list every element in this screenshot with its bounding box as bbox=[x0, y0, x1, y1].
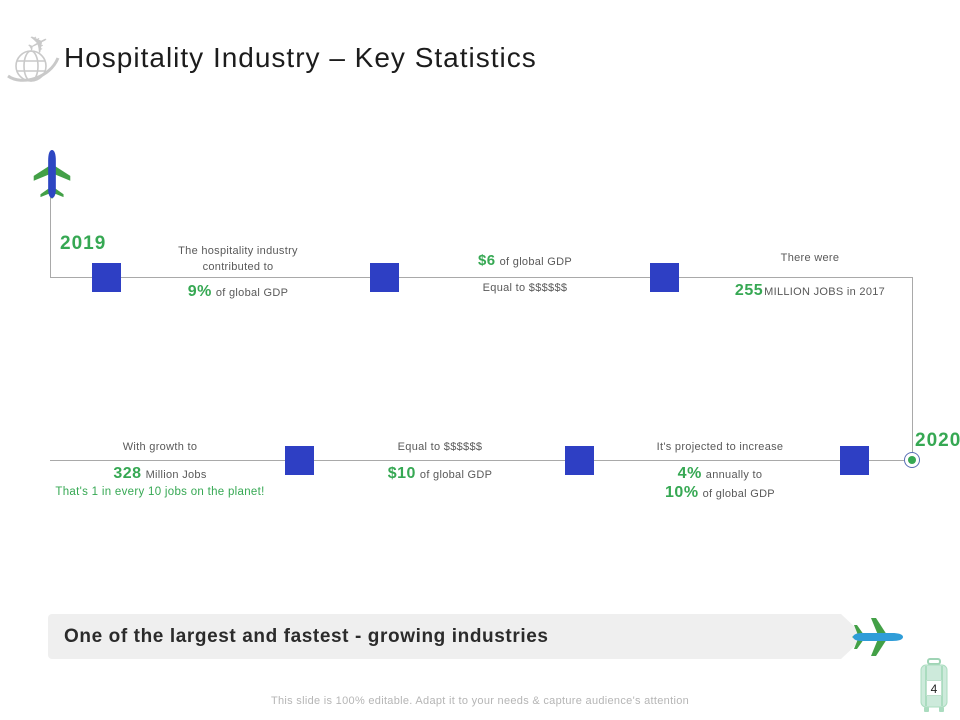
stat-3-suffix: MILLION JOBS in 2017 bbox=[764, 286, 886, 298]
stat-5-value-line: $10 of global GDP bbox=[360, 465, 520, 483]
stat-1-value-line: 9% of global GDP bbox=[148, 283, 328, 301]
airplane-right-icon bbox=[852, 618, 903, 656]
stat-3-label: There were bbox=[780, 252, 840, 264]
timeline-node-square bbox=[650, 263, 679, 292]
page-title: Hospitality Industry – Key Statistics bbox=[64, 42, 537, 73]
stat-5-label: Equal to $$$$$$ bbox=[397, 441, 483, 453]
stat-3-value: 255 bbox=[734, 282, 764, 299]
stat-1-suffix: of global GDP bbox=[215, 287, 289, 299]
year-label-2019: 2019 bbox=[60, 233, 107, 254]
timeline-end-marker bbox=[904, 452, 920, 468]
stat-6-suffix: annually to bbox=[705, 469, 763, 481]
banner-text: One of the largest and fastest - growing… bbox=[64, 625, 549, 647]
timeline-line-start bbox=[50, 197, 51, 277]
stat-2-label: Equal to $$$$$$ bbox=[482, 282, 568, 294]
stat-3-value-line: 255MILLION JOBS in 2017 bbox=[715, 282, 905, 300]
timeline-line-row1 bbox=[50, 277, 912, 278]
stat-6-value-line-2: 10% of global GDP bbox=[630, 484, 810, 502]
timeline-node-square bbox=[840, 446, 869, 475]
timeline-line-row2 bbox=[50, 460, 904, 461]
stat-6-value2: 10% bbox=[665, 484, 699, 501]
stat-1-label: The hospitality industry contributed to bbox=[178, 245, 298, 273]
timeline-node-square bbox=[370, 263, 399, 292]
stat-4-label: With growth to bbox=[122, 441, 198, 453]
stat-4-value-line: 328 Million Jobs bbox=[60, 465, 260, 483]
stat-1-value: 9% bbox=[187, 283, 212, 300]
timeline-node-square bbox=[92, 263, 121, 292]
stat-5-value: $10 bbox=[387, 465, 416, 482]
stat-6-value-line-1: 4% annually to bbox=[630, 465, 810, 483]
suitcase-icon: 4 bbox=[916, 657, 952, 715]
globe-plane-logo-icon: ✈ bbox=[7, 30, 60, 82]
svg-text:✈: ✈ bbox=[21, 30, 54, 62]
airplane-up-icon bbox=[33, 149, 71, 199]
stat-2-suffix: of global GDP bbox=[499, 256, 573, 268]
stat-6-suffix2: of global GDP bbox=[702, 488, 775, 500]
stat-5-suffix: of global GDP bbox=[419, 469, 493, 481]
stat-6-label: It's projected to increase bbox=[656, 441, 784, 453]
timeline-node-square bbox=[565, 446, 594, 475]
header: ✈ Hospitality Industry – Key Statistics bbox=[6, 30, 537, 86]
bottom-banner: One of the largest and fastest - growing… bbox=[48, 614, 865, 659]
footer-note: This slide is 100% editable. Adapt it to… bbox=[270, 695, 690, 707]
stat-6-value: 4% bbox=[677, 465, 702, 482]
year-label-2020: 2020 bbox=[915, 430, 960, 451]
timeline-end-dot bbox=[908, 456, 916, 464]
stat-2-value: $6 bbox=[477, 252, 496, 269]
stat-4-note: That's 1 in every 10 jobs on the planet! bbox=[55, 486, 265, 498]
stat-4-suffix: Million Jobs bbox=[145, 469, 207, 481]
timeline-node-square bbox=[285, 446, 314, 475]
page-number: 4 bbox=[926, 680, 942, 696]
stat-2-value-line: $6 of global GDP bbox=[445, 252, 605, 270]
timeline-line-turn bbox=[912, 277, 913, 460]
stat-4-value: 328 bbox=[113, 465, 142, 482]
